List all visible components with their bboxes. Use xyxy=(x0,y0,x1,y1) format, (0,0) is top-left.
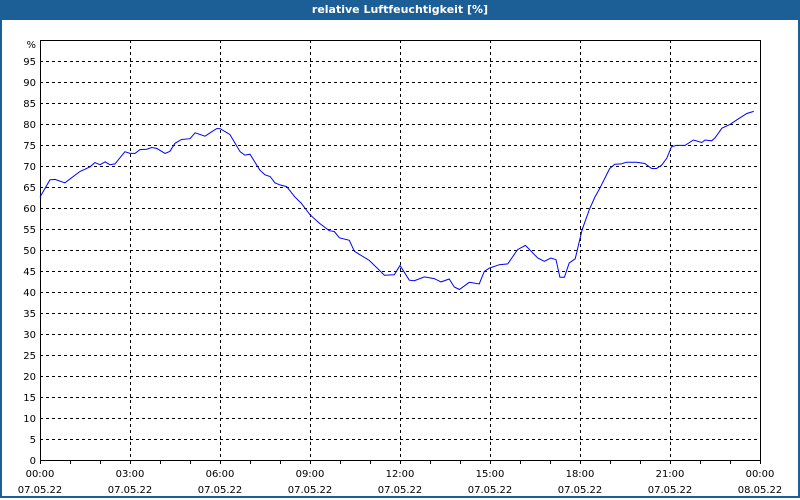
y-tick-label: 85 xyxy=(23,99,36,110)
x-tick-time: 12:00 xyxy=(386,469,415,480)
y-tick-label: 40 xyxy=(23,288,36,299)
y-tick-label: 0 xyxy=(30,456,36,467)
x-tick-time: 00:00 xyxy=(746,469,775,480)
y-axis-unit-label: % xyxy=(26,40,36,51)
x-tick-date: 07.05.22 xyxy=(18,485,63,496)
x-tick-time: 15:00 xyxy=(476,469,505,480)
y-tick-label: 70 xyxy=(23,162,36,173)
y-tick-label: 10 xyxy=(23,414,36,425)
y-tick-label: 20 xyxy=(23,372,36,383)
humidity-series-line xyxy=(39,110,754,291)
y-tick-label: 35 xyxy=(23,309,36,320)
x-tick-time: 03:00 xyxy=(116,469,145,480)
y-tick-label: 25 xyxy=(23,351,36,362)
x-tick-time: 18:00 xyxy=(566,469,595,480)
y-tick-label: 75 xyxy=(23,141,36,152)
x-tick-date: 07.05.22 xyxy=(558,485,603,496)
x-tick-date: 07.05.22 xyxy=(288,485,333,496)
y-tick-label: 50 xyxy=(23,246,36,257)
x-tick-time: 21:00 xyxy=(656,469,685,480)
x-tick-time: 06:00 xyxy=(206,469,235,480)
x-tick-date: 07.05.22 xyxy=(108,485,153,496)
y-tick-label: 55 xyxy=(23,225,36,236)
y-tick-label: 5 xyxy=(30,435,36,446)
y-tick-label: 30 xyxy=(23,330,36,341)
x-tick-time: 00:00 xyxy=(26,469,55,480)
y-tick-label: 95 xyxy=(23,57,36,68)
x-tick-date: 07.05.22 xyxy=(198,485,243,496)
x-tick-date: 07.05.22 xyxy=(648,485,693,496)
x-tick-date: 07.05.22 xyxy=(378,485,423,496)
y-tick-label: 65 xyxy=(23,183,36,194)
y-tick-label: 80 xyxy=(23,120,36,131)
y-tick-label: 60 xyxy=(23,204,36,215)
x-tick-time: 09:00 xyxy=(296,469,325,480)
x-tick-date: 07.05.22 xyxy=(468,485,513,496)
plot-frame xyxy=(40,40,761,461)
y-tick-label: 15 xyxy=(23,393,36,404)
x-tick-date: 08.05.22 xyxy=(738,485,783,496)
y-tick-label: 45 xyxy=(23,267,36,278)
window-title: relative Luftfeuchtigkeit [%] xyxy=(0,0,800,20)
y-tick-label: 90 xyxy=(23,78,36,89)
